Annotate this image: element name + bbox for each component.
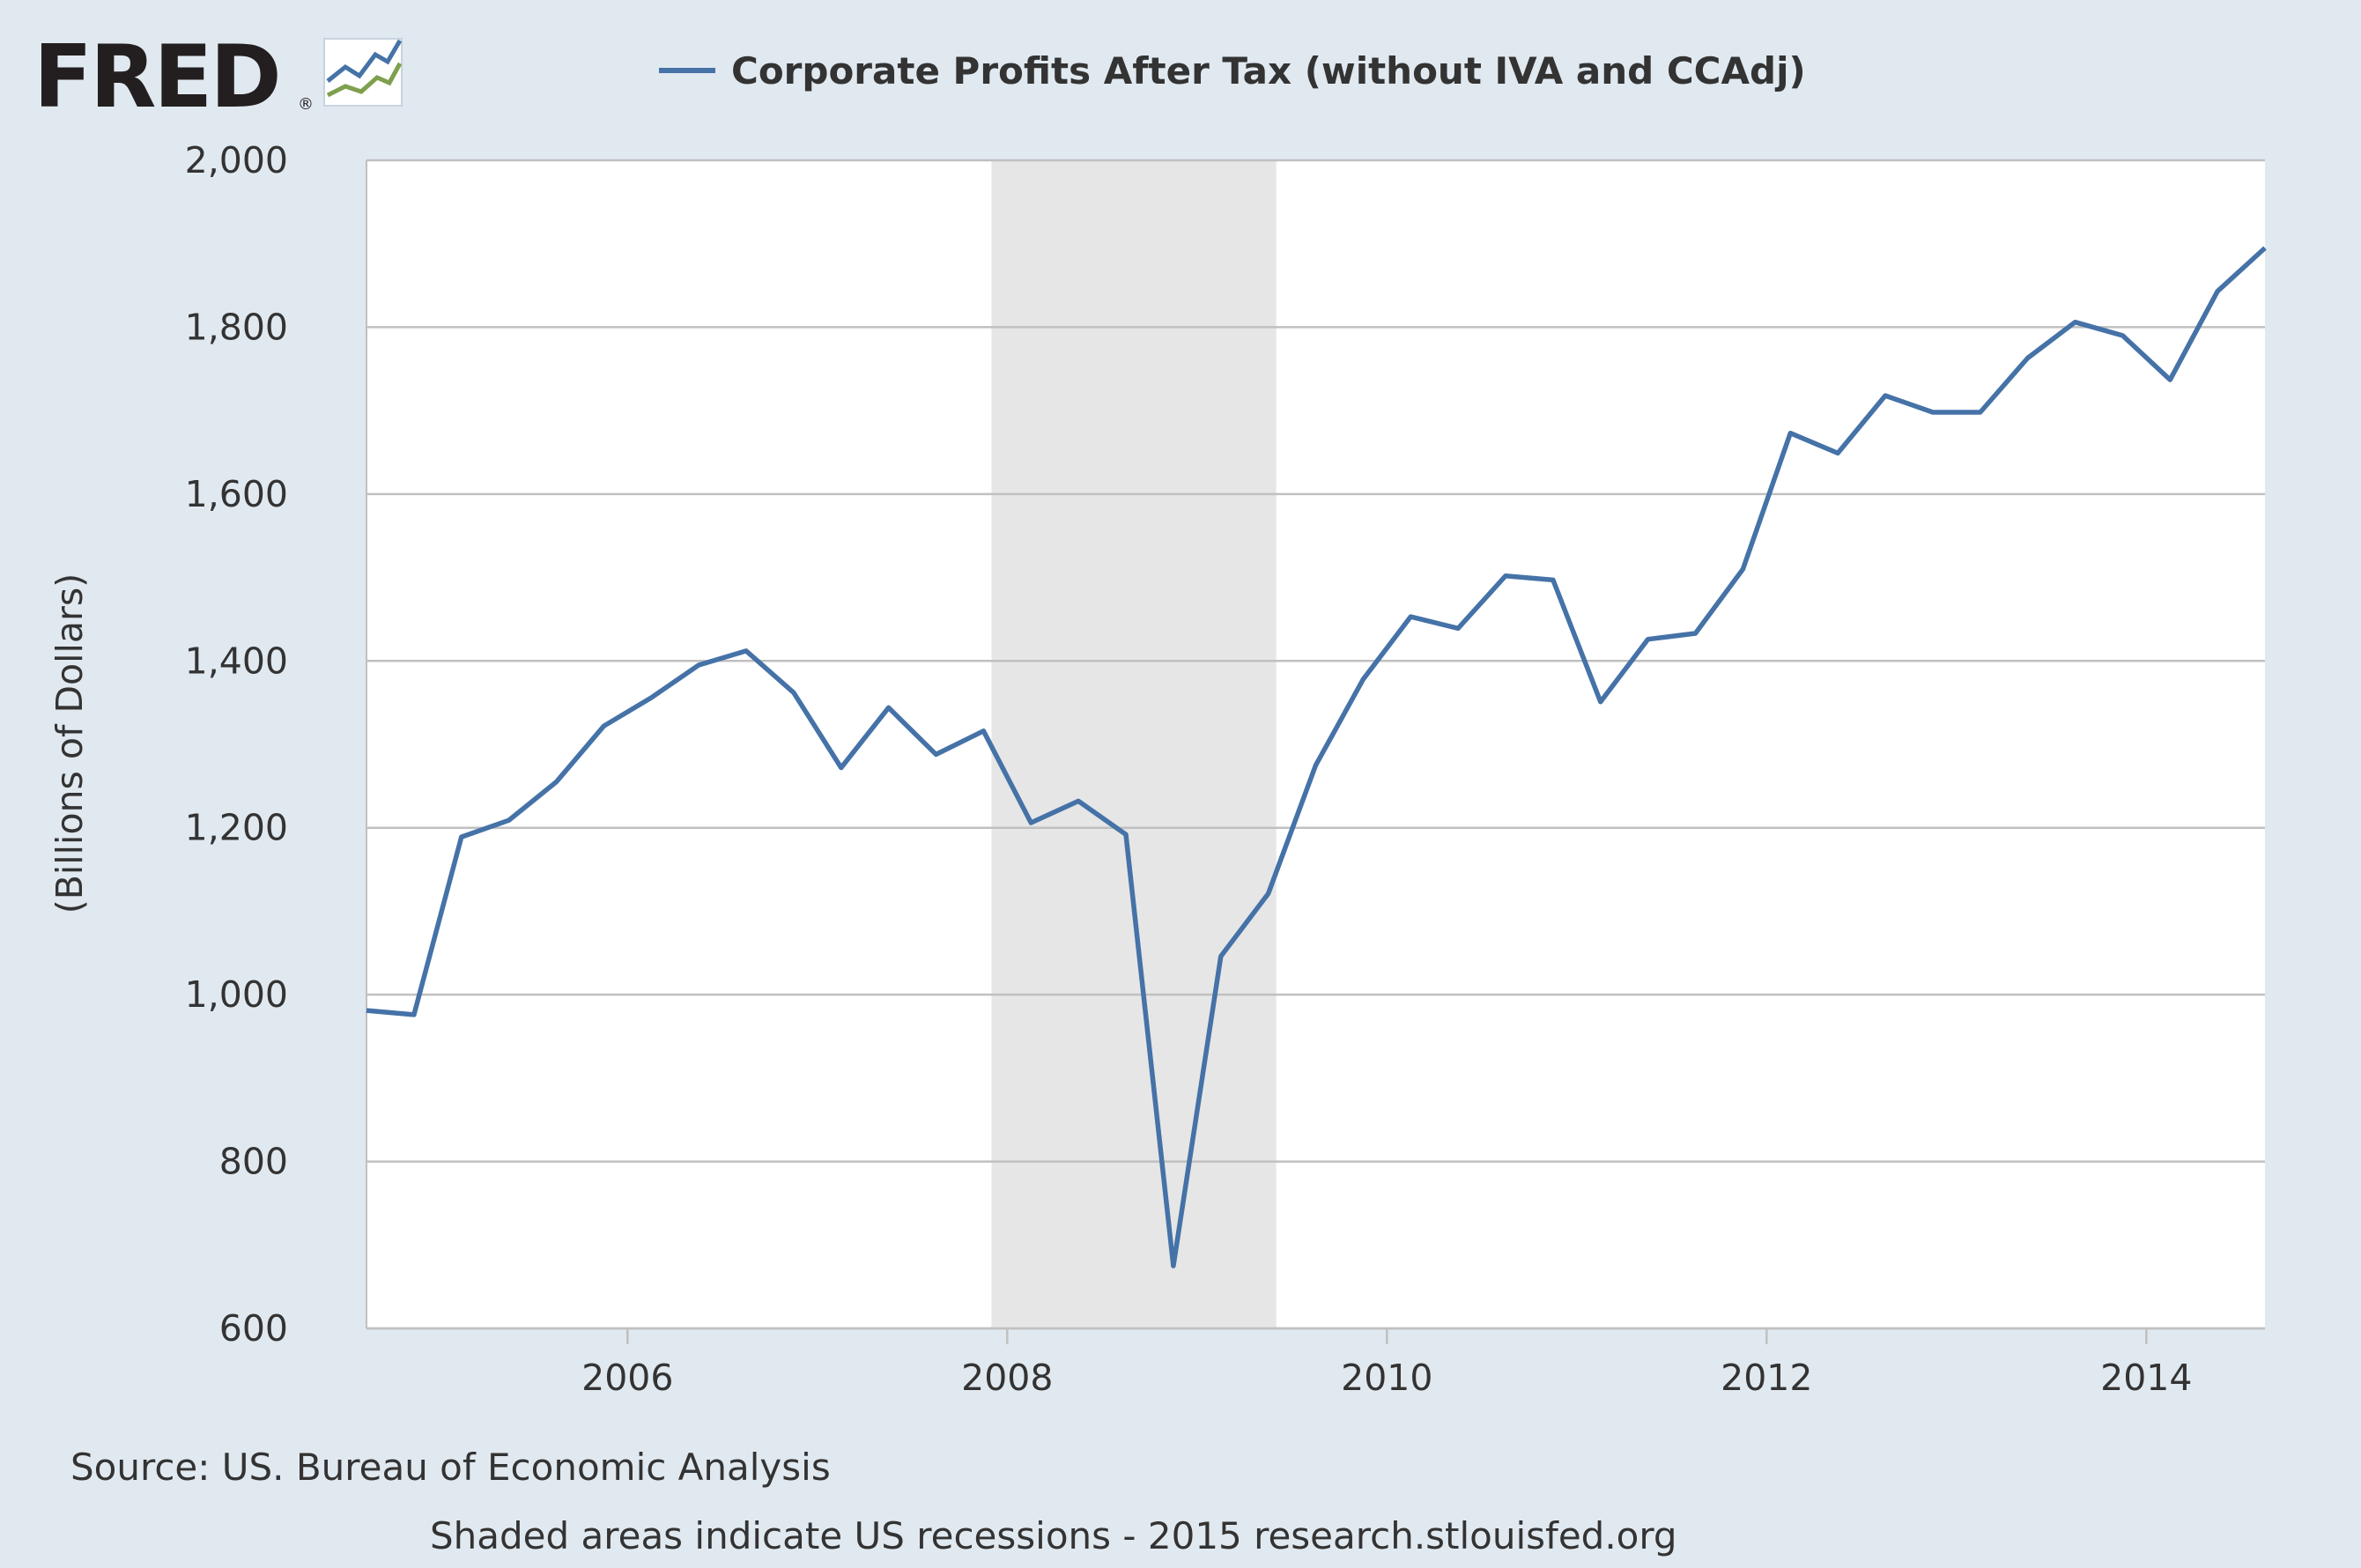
recession-band-0 — [991, 160, 1277, 1328]
y-tick-label-1600: 1,600 — [185, 473, 288, 515]
y-axis: 600 800 1,000 1,200 1,400 1,600 1,800 2,000 — [185, 139, 288, 1350]
x-axis: 2006 2008 2010 2012 2014 — [366, 160, 2265, 1399]
y-tick-label-800: 800 — [219, 1141, 288, 1183]
x-tick-label-2008: 2008 — [961, 1357, 1053, 1399]
recession-note: Shaded areas indicate US recessions - 20… — [430, 1514, 1677, 1557]
y-axis-label: (Billions of Dollars) — [48, 573, 91, 913]
fred-logo[interactable]: FRED ® — [33, 27, 403, 128]
fred-logo-chart-icon — [323, 38, 403, 107]
plot-background — [366, 160, 2265, 1328]
source-note: Source: US. Bureau of Economic Analysis — [70, 1446, 831, 1489]
plot-area: 2006 2008 2010 2012 2014 600 800 1,000 1,200 1,4… — [185, 139, 2267, 1399]
y-tick-label-1800: 1,800 — [185, 306, 288, 348]
y-tick-label-1200: 1,200 — [185, 807, 288, 849]
registered-mark: ® — [298, 95, 314, 114]
y-tick-label-1000: 1,000 — [185, 973, 288, 1016]
y-tick-label-600: 600 — [219, 1307, 288, 1350]
y-tick-label-2000: 2,000 — [185, 139, 288, 181]
legend-label: Corporate Profits After Tax (without IVA… — [731, 49, 1806, 92]
x-tick-label-2014: 2014 — [2100, 1357, 2192, 1399]
recession-shading — [991, 160, 1277, 1328]
y-tick-label-1400: 1,400 — [185, 640, 288, 682]
series-points — [366, 248, 2266, 1267]
legend: Corporate Profits After Tax (without IVA… — [659, 49, 1806, 92]
x-tick-label-2006: 2006 — [581, 1357, 673, 1399]
fred-logo-text: FRED — [33, 27, 279, 128]
x-tick-label-2010: 2010 — [1341, 1357, 1432, 1399]
x-tick-label-2012: 2012 — [1721, 1357, 1812, 1399]
